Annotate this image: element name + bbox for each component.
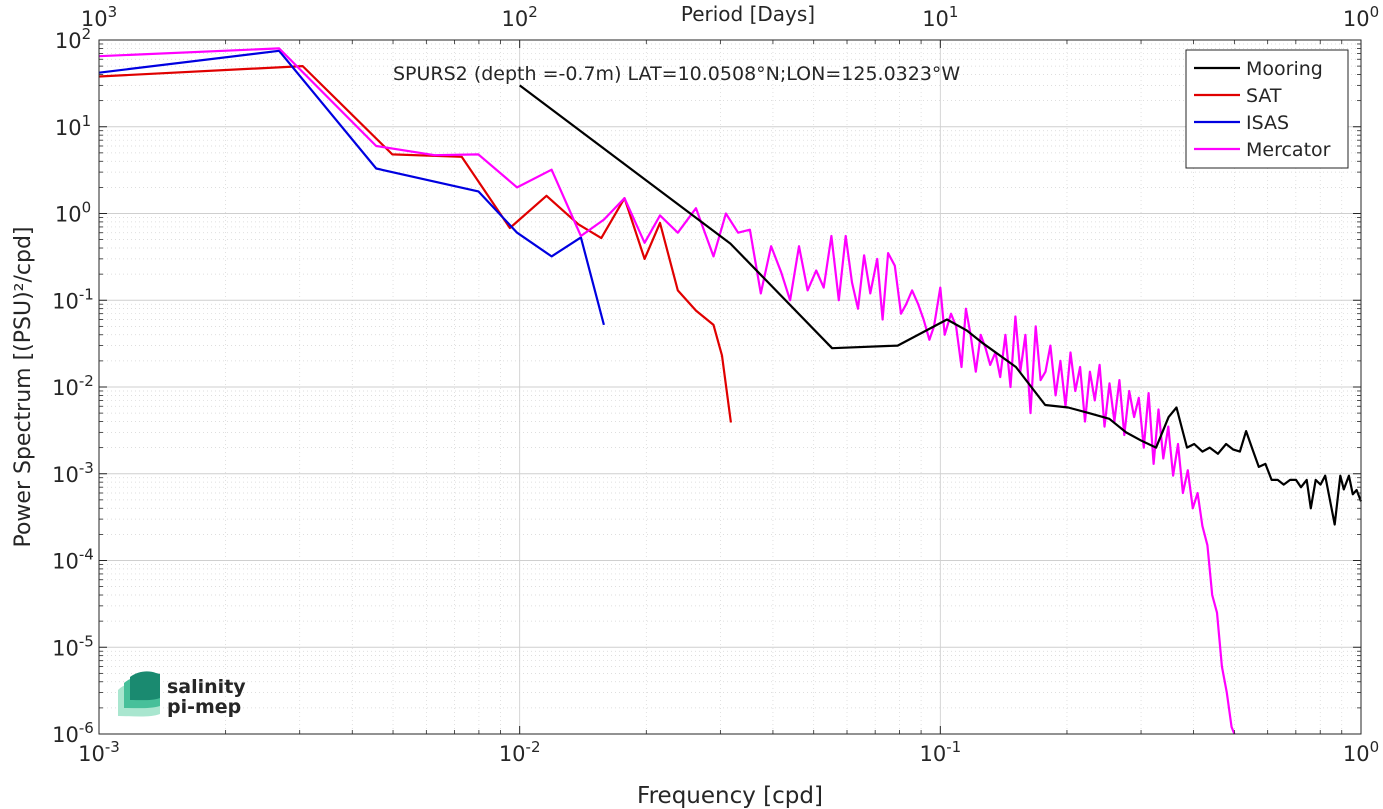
top-tick-label: 100: [1343, 3, 1379, 31]
legend-label-sat: SAT: [1246, 85, 1282, 107]
grid: [98, 39, 1362, 735]
x-tick-label: 10-2: [499, 738, 541, 766]
y-tick-label: 10-2: [52, 372, 94, 400]
x-tick-label: 100: [1343, 738, 1379, 766]
series-line-mooring: [519, 84, 1363, 526]
series-line-isas: [98, 49, 605, 326]
logo-text-pi-mep: pi-mep: [167, 696, 241, 718]
legend-label-isas: ISAS: [1246, 112, 1289, 134]
ticks: [98, 39, 1362, 735]
series-line-sat: [98, 64, 732, 423]
x-axis-label: Frequency [cpd]: [637, 783, 823, 809]
chart-title: SPURS2 (depth =-0.7m) LAT=10.0508°N;LON=…: [393, 63, 960, 85]
salinity-pi-mep-logo: salinity pi-mep: [118, 671, 246, 718]
y-tick-label: 10-5: [52, 632, 94, 660]
legend-label-mooring: Mooring: [1246, 58, 1323, 80]
y-tick-label: 10-3: [52, 459, 94, 487]
top-tick-label: 102: [502, 3, 538, 31]
y-tick-label: 102: [55, 25, 91, 53]
logo-icon: [118, 671, 160, 717]
top-axis-label: Period [Days]: [681, 2, 815, 26]
legend: Mooring SAT ISAS Mercator: [1185, 49, 1349, 169]
y-axis-label: Power Spectrum [(PSU)²/cpd]: [11, 226, 36, 547]
legend-label-mercator: Mercator: [1246, 139, 1331, 161]
series-layer: [98, 47, 1363, 735]
x-tick-label: 10-1: [919, 738, 961, 766]
top-tick-label: 101: [922, 3, 958, 31]
y-tick-label: 101: [55, 112, 91, 140]
logo-text-salinity: salinity: [167, 676, 246, 698]
y-tick-label: 10-4: [52, 546, 94, 574]
series-line-mercator: [98, 47, 1236, 735]
y-tick-label: 10-1: [52, 285, 94, 313]
x-tick-label: 10-3: [78, 738, 120, 766]
y-tick-label: 100: [55, 199, 91, 227]
